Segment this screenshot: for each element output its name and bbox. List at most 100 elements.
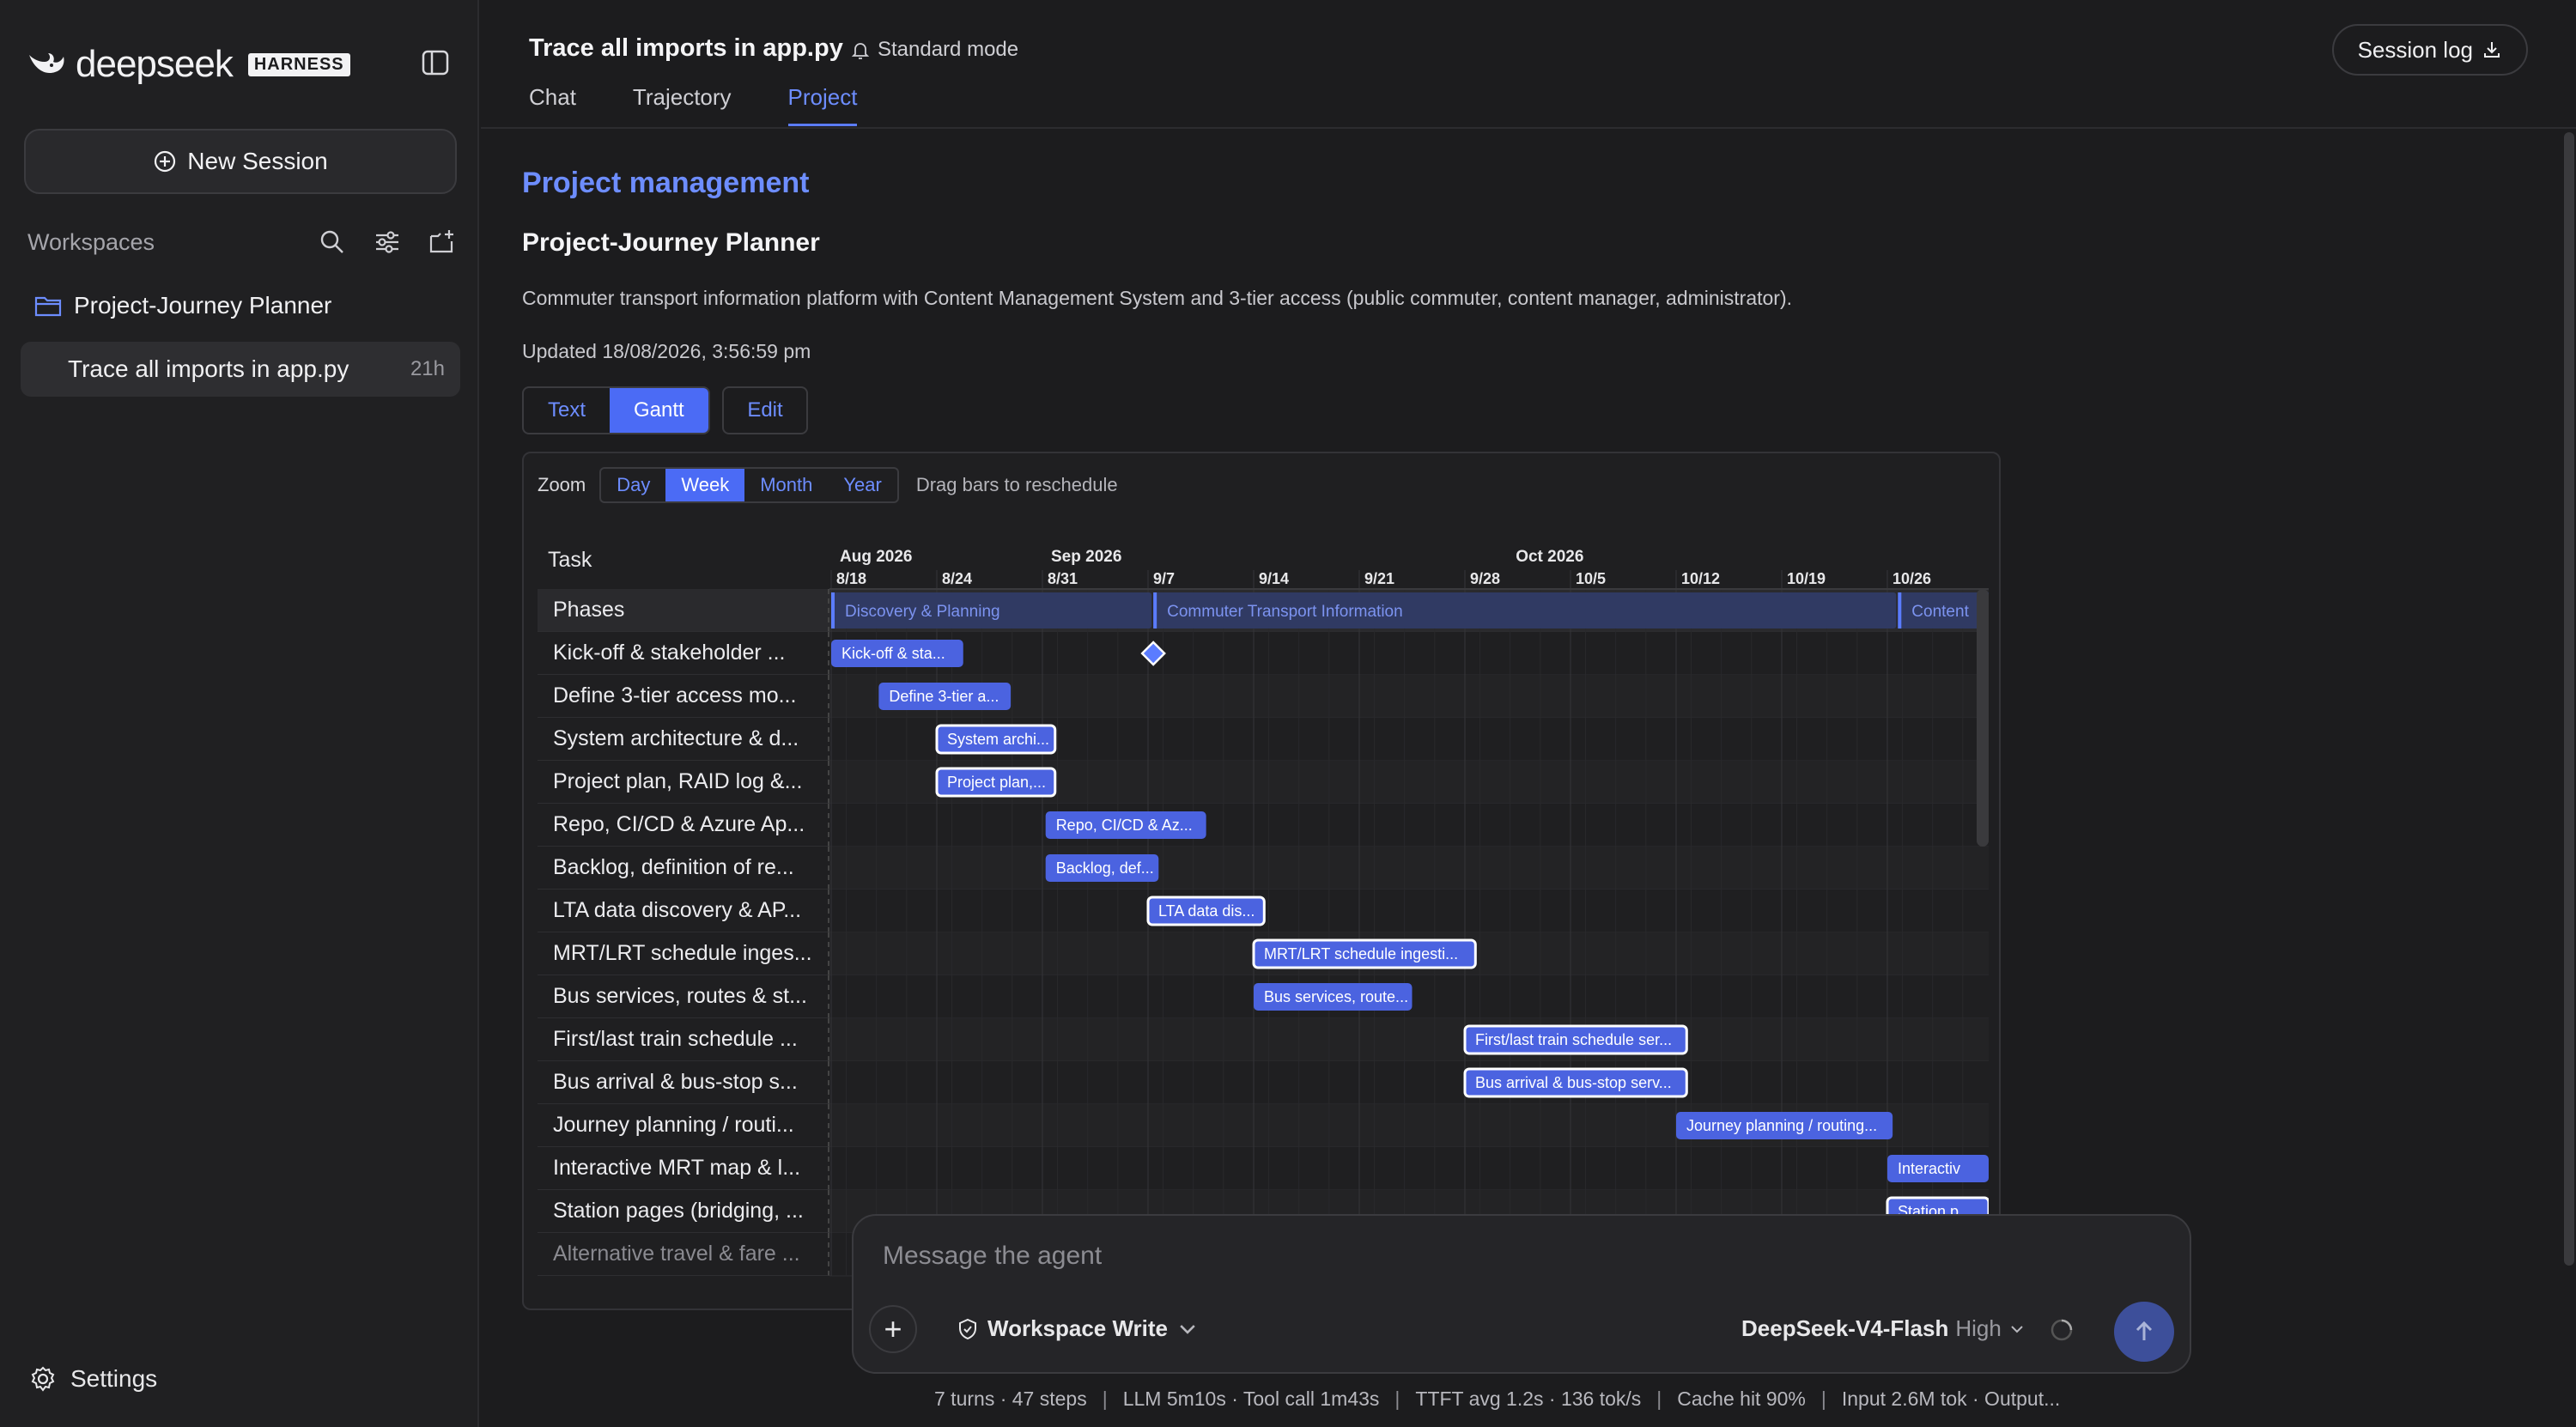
task-row[interactable]: Bus services, routes & st... — [538, 975, 829, 1018]
attach-button[interactable]: + — [869, 1305, 917, 1353]
new-session-label: New Session — [187, 148, 328, 174]
filter-sliders-icon[interactable] — [373, 228, 402, 257]
task-bar[interactable] — [831, 640, 963, 667]
phase-bar-label: Discovery & Planning — [845, 603, 1000, 621]
task-row[interactable]: Journey planning / routi... — [538, 1104, 829, 1147]
week-tick-label: 10/26 — [1893, 570, 1931, 587]
tab-trajectory[interactable]: Trajectory — [632, 84, 732, 110]
task-row[interactable]: First/last train schedule ... — [538, 1018, 829, 1061]
settings-label: Settings — [70, 1365, 158, 1392]
chevron-down-icon — [1180, 1324, 1195, 1334]
week-tick-label: 10/5 — [1576, 570, 1606, 587]
stats-separator: | — [1820, 1388, 1826, 1410]
task-row[interactable]: LTA data discovery & AP... — [538, 890, 829, 932]
task-bar[interactable] — [1254, 983, 1413, 1011]
whale-logo-icon — [29, 53, 64, 74]
download-icon — [2484, 42, 2500, 58]
task-row[interactable]: Kick-off & stakeholder ... — [538, 632, 829, 675]
task-row[interactable]: System architecture & d... — [538, 718, 829, 761]
task-bar[interactable] — [1252, 938, 1477, 969]
zoom-month-button[interactable]: Month — [760, 474, 813, 495]
task-bar[interactable] — [935, 767, 1057, 798]
phase-bar-edge — [1153, 592, 1157, 628]
edit-button[interactable]: Edit — [722, 386, 808, 434]
task-bar-label: Define 3-tier a... — [889, 688, 999, 705]
session-title: Trace all imports in app.py — [68, 355, 349, 382]
zoom-day-button[interactable]: Day — [617, 474, 651, 495]
permission-dropdown[interactable]: Workspace Write — [957, 1315, 1199, 1342]
send-button[interactable] — [2114, 1302, 2174, 1362]
task-bar[interactable] — [878, 683, 1012, 710]
task-row[interactable]: MRT/LRT schedule inges... — [538, 932, 829, 975]
tab-project[interactable]: Project — [787, 84, 857, 126]
task-bar[interactable] — [1045, 854, 1159, 882]
main-scrollbar[interactable] — [2564, 132, 2574, 1266]
phase-bar[interactable] — [1153, 592, 1897, 628]
stats-separator: | — [1656, 1388, 1662, 1410]
task-row[interactable]: Alternative travel & fare ... — [538, 1233, 829, 1276]
new-folder-icon[interactable] — [428, 228, 457, 257]
mode-label: Standard mode — [878, 38, 1019, 61]
mode-indicator[interactable]: Standard mode — [850, 38, 1018, 62]
task-bar[interactable] — [1045, 811, 1206, 839]
phase-bar-label: Commuter Transport Information — [1167, 603, 1403, 621]
task-bar[interactable] — [1463, 1067, 1688, 1098]
task-bar[interactable] — [935, 724, 1057, 755]
permission-label: Workspace Write — [987, 1315, 1169, 1341]
task-bar[interactable] — [1676, 1112, 1893, 1139]
zoom-week-button[interactable]: Week — [665, 469, 745, 501]
sidebar: deepseek HARNESS New Session Workspaces — [0, 0, 479, 1427]
workspace-item[interactable]: Project-Journey Planner — [34, 292, 331, 319]
section-title: Project management — [522, 167, 810, 199]
week-tick-label: 9/7 — [1153, 570, 1175, 587]
zoom-year-button[interactable]: Year — [843, 474, 882, 495]
task-bar-label: LTA data dis... — [1158, 902, 1255, 920]
task-bar[interactable] — [1887, 1155, 1989, 1182]
tab-chat[interactable]: Chat — [529, 84, 576, 110]
phase-bar-label: Content — [1911, 603, 1969, 621]
gantt-card: Zoom Day Week Month Year Drag bars to re… — [522, 452, 2001, 1310]
page-title: Trace all imports in app.py — [529, 34, 843, 62]
loading-spinner-icon — [2050, 1319, 2073, 1341]
task-row[interactable]: Project plan, RAID log &... — [538, 761, 829, 804]
plus-circle-icon — [155, 150, 176, 173]
task-row[interactable]: Phases — [538, 589, 829, 632]
phase-bar[interactable] — [831, 592, 1152, 628]
project-description: Commuter transport information platform … — [522, 287, 1793, 309]
search-icon[interactable] — [318, 228, 347, 257]
task-row[interactable]: Station pages (bridging, ... — [538, 1190, 829, 1233]
task-row[interactable]: Bus arrival & bus-stop s... — [538, 1061, 829, 1104]
sidebar-toggle-icon[interactable] — [421, 48, 450, 77]
row-background — [829, 890, 1989, 932]
model-dropdown[interactable]: DeepSeek-V4-Flash High — [1741, 1315, 2026, 1342]
arrow-up-icon — [2136, 1321, 2153, 1340]
week-tick-label: 8/24 — [942, 570, 972, 587]
milestone-diamond[interactable] — [1140, 641, 1166, 666]
task-row[interactable]: Backlog, definition of re... — [538, 847, 829, 890]
phase-bar-edge — [1898, 592, 1902, 628]
view-toggle: Text Gantt — [522, 386, 710, 434]
task-bar[interactable] — [1463, 1024, 1688, 1055]
top-bar: Trace all imports in app.py Standard mod… — [481, 0, 2576, 129]
stats-bar: 7 turns · 47 steps | LLM 5m10s · Tool call… — [934, 1388, 2060, 1411]
phase-bar[interactable] — [1898, 592, 1989, 628]
settings-button[interactable]: Settings — [29, 1365, 157, 1393]
task-row[interactable]: Define 3-tier access mo... — [538, 675, 829, 718]
month-label: Sep 2026 — [1051, 548, 1121, 566]
gantt-scrollbar[interactable] — [1977, 589, 1989, 847]
message-input[interactable]: Message the agent — [883, 1242, 1103, 1270]
view-gantt-button[interactable]: Gantt — [610, 388, 708, 433]
session-log-button[interactable]: Session log — [2331, 24, 2528, 76]
session-item[interactable]: Trace all imports in app.py 21h — [21, 342, 460, 397]
stat-item: 7 turns · 47 steps — [934, 1388, 1087, 1410]
task-bar[interactable] — [1146, 896, 1266, 926]
view-text-button[interactable]: Text — [548, 398, 586, 422]
task-row[interactable]: Repo, CI/CD & Azure Ap... — [538, 804, 829, 847]
new-session-button[interactable]: New Session — [24, 129, 457, 194]
stat-item: Cache hit 90% — [1677, 1388, 1806, 1410]
brand-logo[interactable]: deepseek HARNESS — [26, 43, 350, 85]
task-row[interactable]: Interactive MRT map & l... — [538, 1147, 829, 1190]
week-tick-label: 10/12 — [1681, 570, 1720, 587]
gantt-timeline[interactable]: 8/18 8/24 8/31 9/7 9/14 9/21 9/28 10/5 10/12 10/1… — [829, 527, 1989, 1310]
gantt-svg[interactable]: 8/18 8/24 8/31 9/7 9/14 9/21 9/28 10/5 10/12 10/1… — [829, 527, 1989, 1310]
